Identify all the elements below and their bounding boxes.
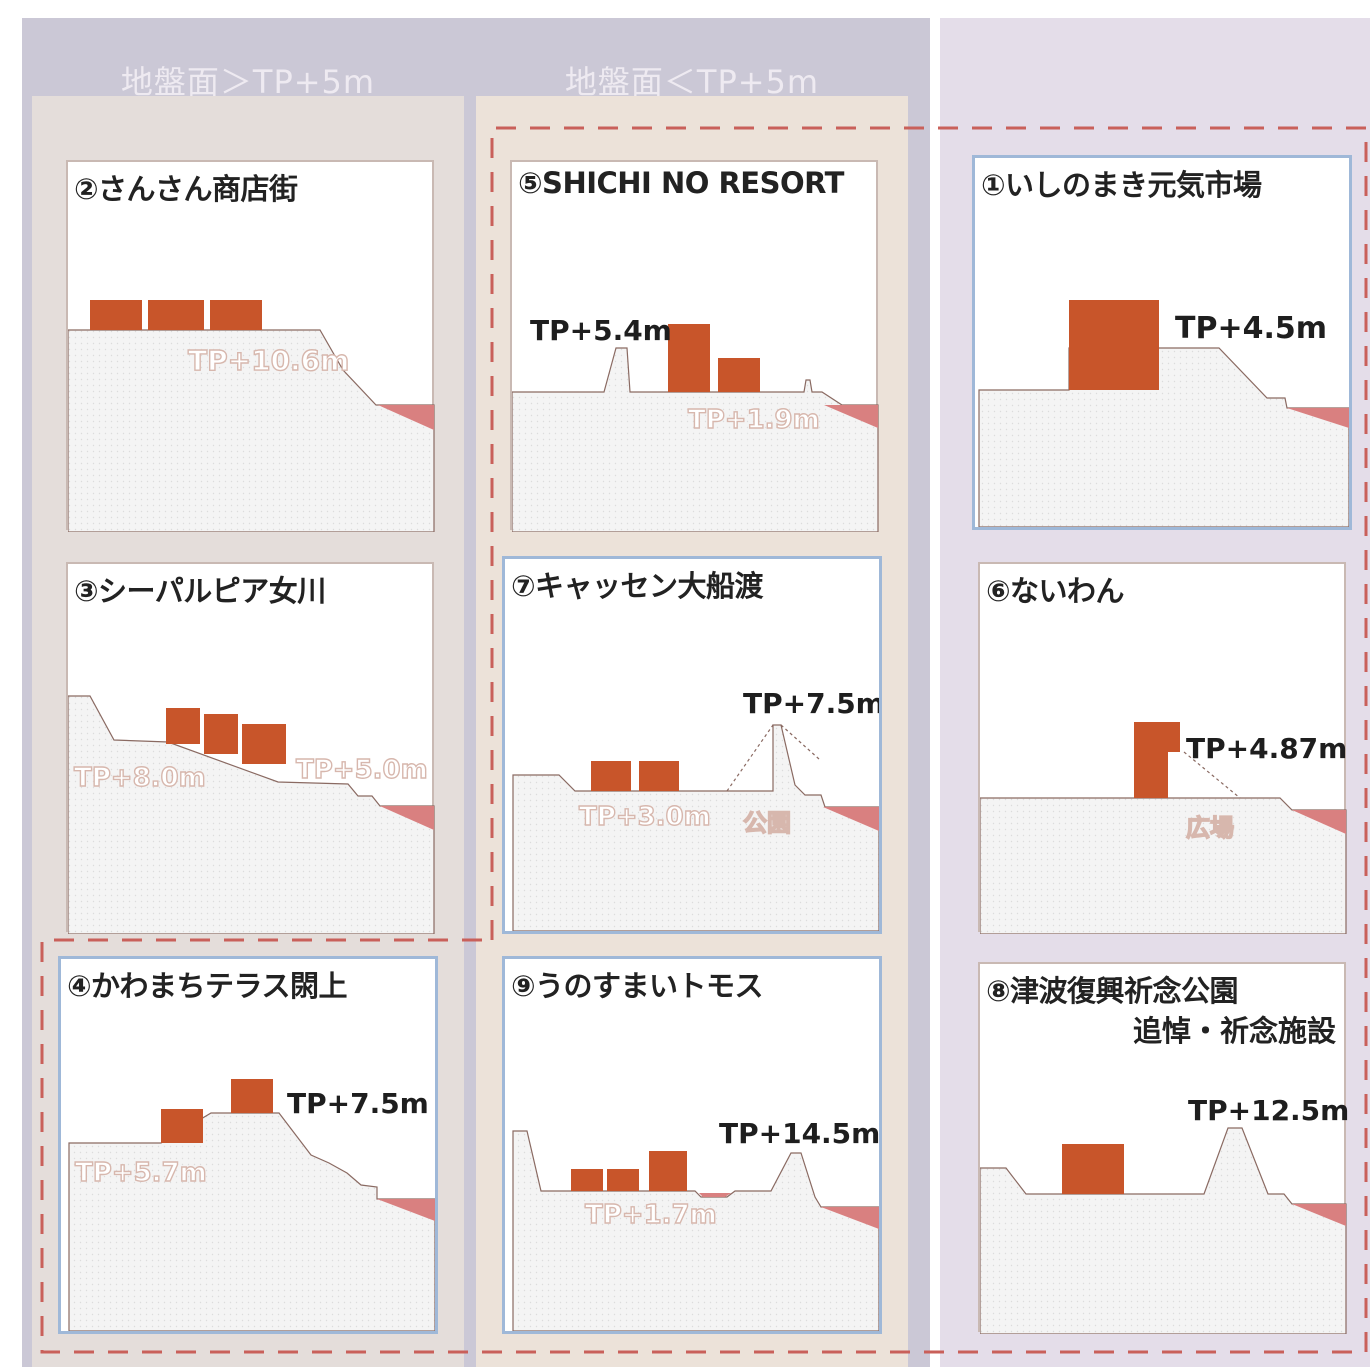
card-title: ②さんさん商店街 bbox=[74, 172, 298, 206]
elevation-label: TP+7.5m bbox=[287, 1087, 429, 1120]
building bbox=[1062, 1144, 1124, 1194]
place-label: 公園 bbox=[743, 809, 791, 837]
building bbox=[591, 761, 631, 791]
elevation-label: TP+4.5m bbox=[1175, 311, 1327, 346]
elevation-label: TP+5.0m bbox=[296, 755, 428, 785]
building bbox=[90, 300, 142, 330]
building bbox=[161, 1109, 203, 1143]
ground-section bbox=[512, 1130, 879, 1331]
card-naiwan: TP+4.87m 広場 ⑥ないわん bbox=[978, 562, 1347, 934]
section-diagram: TP+10.6m bbox=[68, 300, 435, 532]
elevation-label: TP+3.0m bbox=[579, 802, 711, 832]
ground-section bbox=[68, 1112, 435, 1331]
section-diagram: TP+4.87m 広場 bbox=[980, 722, 1347, 934]
elevation-label: TP+10.6m bbox=[188, 344, 349, 377]
card-unosumai-tomos: TP+14.5m TP+1.7m ⑨うのすまいトモス bbox=[502, 956, 882, 1334]
elevation-label: TP+1.9m bbox=[688, 405, 820, 435]
building bbox=[571, 1169, 603, 1191]
building bbox=[210, 300, 262, 330]
section-diagram: TP+8.0m TP+5.0m bbox=[68, 695, 435, 934]
section-diagram: TP+7.5m TP+3.0m 公園 bbox=[512, 687, 879, 931]
slope-dotted bbox=[726, 724, 774, 792]
building bbox=[242, 724, 286, 764]
building bbox=[718, 358, 760, 392]
card-shichi-no-resort: TP+5.4m TP+1.9m ⑤SHICHI NO RESORT bbox=[510, 160, 879, 532]
card-title: ①いしのまき元気市場 bbox=[981, 168, 1262, 202]
card-ishinomaki-genki-ichiba: TP+4.5m ①いしのまき元気市場 bbox=[972, 155, 1352, 530]
section-diagram: TP+14.5m TP+1.7m bbox=[512, 1117, 879, 1331]
building bbox=[166, 708, 200, 744]
section-diagram: TP+5.4m TP+1.9m bbox=[512, 314, 879, 532]
card-subtitle: 追悼・祈念施設 bbox=[1132, 1014, 1336, 1048]
elevation-label: TP+7.5m bbox=[743, 687, 879, 720]
ground-section bbox=[978, 347, 1349, 527]
building bbox=[1069, 300, 1159, 390]
ground-section bbox=[980, 1127, 1347, 1334]
card-cassen-ofunato: TP+7.5m TP+3.0m 公園 ⑦キャッセン大船渡 bbox=[502, 556, 882, 934]
card-title: ⑥ないわん bbox=[986, 574, 1125, 608]
building bbox=[668, 324, 710, 392]
section-diagram: TP+7.5m TP+5.7m bbox=[68, 1079, 435, 1331]
card-sansan-shotengai: TP+10.6m ②さんさん商店街 bbox=[66, 160, 435, 532]
card-kawamachi-terrace-yuriage: TP+7.5m TP+5.7m ④かわまちテラス閖上 bbox=[58, 956, 438, 1334]
building bbox=[649, 1151, 687, 1191]
building bbox=[639, 761, 679, 791]
elevation-label: TP+8.0m bbox=[74, 763, 206, 793]
column-header-below: 地盤面＜TP+5m bbox=[564, 63, 820, 101]
building bbox=[1134, 722, 1180, 798]
building bbox=[148, 300, 204, 330]
card-tsunami-memorial-park: TP+12.5m ⑧津波復興祈念公園 追悼・祈念施設 bbox=[978, 962, 1348, 1334]
card-title: ⑧津波復興祈念公園 bbox=[986, 974, 1239, 1008]
place-label: 広場 bbox=[1186, 814, 1234, 842]
elevation-label: TP+14.5m bbox=[719, 1117, 879, 1150]
card-title: ⑨うのすまいトモス bbox=[511, 969, 764, 1003]
card-title: ③シーパルピア女川 bbox=[74, 574, 326, 608]
building bbox=[231, 1079, 273, 1113]
card-seapal-pier-onagawa: TP+8.0m TP+5.0m ③シーパルピア女川 bbox=[66, 562, 435, 934]
building bbox=[204, 714, 238, 754]
building bbox=[607, 1169, 639, 1191]
elevation-label: TP+4.87m bbox=[1186, 732, 1347, 765]
section-diagram: TP+4.5m bbox=[978, 300, 1349, 527]
card-title: ⑤SHICHI NO RESORT bbox=[518, 166, 844, 200]
elevation-label: TP+12.5m bbox=[1188, 1094, 1348, 1127]
ground-section bbox=[980, 797, 1347, 934]
card-title: ⑦キャッセン大船渡 bbox=[511, 569, 764, 603]
elevation-label: TP+5.4m bbox=[530, 314, 672, 347]
elevation-label: TP+1.7m bbox=[585, 1200, 717, 1230]
card-title: ④かわまちテラス閖上 bbox=[67, 969, 347, 1003]
column-header-above: 地盤面＞TP+5m bbox=[120, 63, 376, 101]
elevation-label: TP+5.7m bbox=[75, 1158, 207, 1188]
